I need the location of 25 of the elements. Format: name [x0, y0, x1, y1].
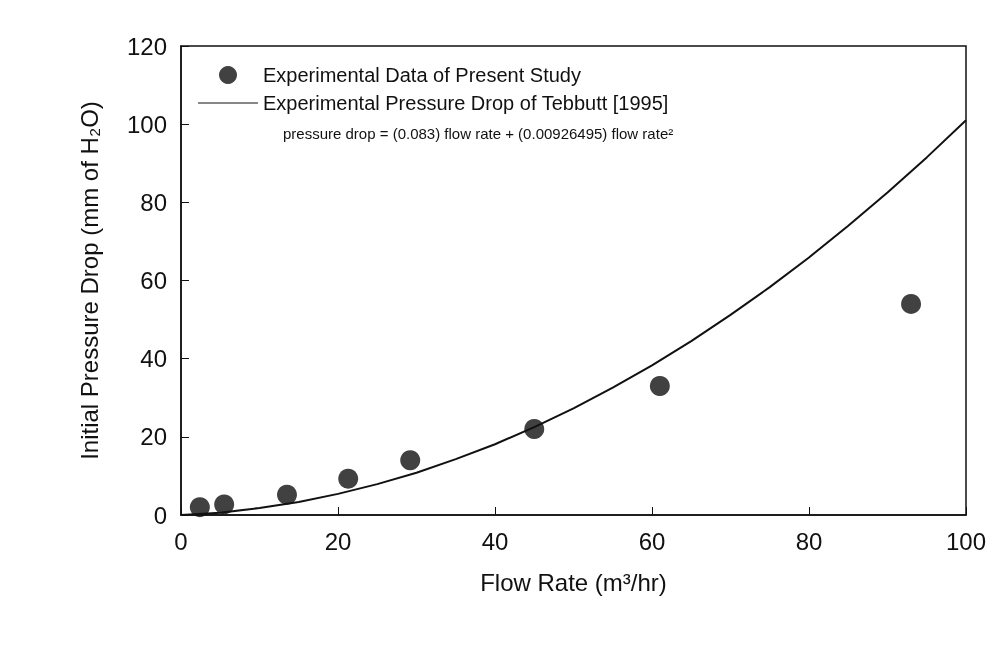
x-tick-label: 100 [945, 527, 987, 555]
y-tick-label: 40 [140, 345, 167, 373]
x-tick-label: 20 [324, 527, 352, 555]
x-tick-label: 40 [481, 527, 509, 555]
y-tick-label: 20 [140, 423, 167, 451]
y-tick-label: 80 [140, 188, 167, 216]
x-tick-label: 0 [174, 527, 188, 555]
annotation: pressure drop = (0.083) flow rate + (0.00926495) flow rate² [283, 125, 674, 142]
x-axis-title: Flow Rate (m³/hr) [480, 568, 667, 596]
point [214, 494, 235, 515]
legend-label: Experimental Data of Present Study [263, 64, 581, 86]
y-axis-title: Initial Pressure Drop (mm of H₂O) [75, 101, 103, 460]
x-tick-label: 80 [795, 527, 823, 555]
point [189, 497, 210, 518]
y-tick-label: 60 [140, 267, 167, 294]
legend-label: Experimental Pressure Drop of Tebbutt [1995] [263, 92, 669, 114]
point [277, 484, 297, 505]
point [338, 468, 359, 489]
point [901, 293, 922, 314]
y-tick-label: 100 [126, 110, 167, 138]
y-tick-label: 120 [126, 32, 167, 60]
y-tick-label: 0 [153, 501, 167, 529]
point [400, 450, 421, 471]
point [649, 376, 670, 397]
x-tick-label: 60 [638, 527, 666, 555]
